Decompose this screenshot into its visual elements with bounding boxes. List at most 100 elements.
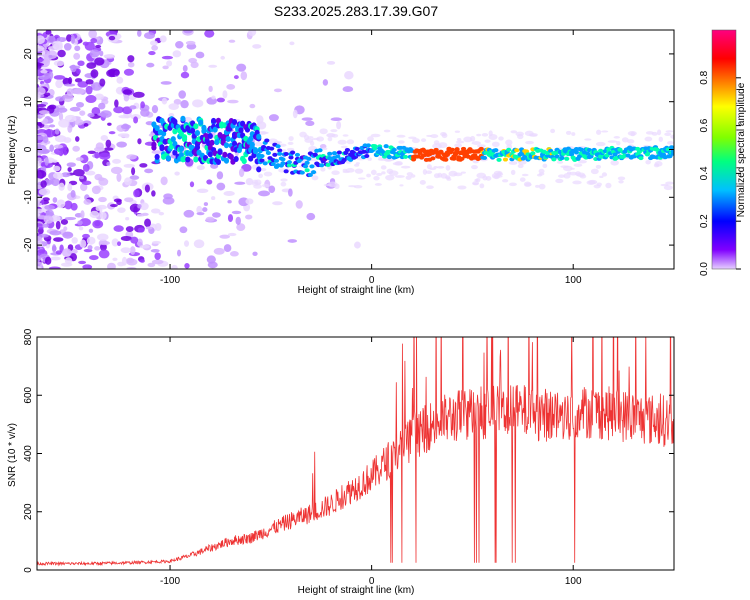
heatmap-cell bbox=[72, 145, 80, 152]
heatmap-cell bbox=[90, 82, 103, 91]
x-tick-label: 0 bbox=[369, 275, 375, 286]
heatmap-cell bbox=[272, 201, 283, 206]
heatmap-cell bbox=[78, 226, 84, 231]
heatmap-cell bbox=[223, 190, 235, 196]
heatmap-cell bbox=[411, 137, 420, 144]
heatmap-cell bbox=[617, 176, 626, 181]
heatmap-cell bbox=[627, 130, 637, 136]
heatmap-cell bbox=[595, 164, 602, 169]
heatmap-cell bbox=[235, 216, 242, 225]
heatmap-cell bbox=[38, 226, 44, 230]
heatmap-cell bbox=[572, 180, 582, 185]
heatmap-cell bbox=[196, 188, 209, 193]
colorbar-ticks: 0.0 0.2 0.4 0.6 0.8 bbox=[699, 70, 741, 276]
heatmap-cell bbox=[258, 173, 264, 179]
heatmap-cell bbox=[48, 54, 53, 58]
heatmap-cell bbox=[252, 251, 258, 256]
heatmap-cell bbox=[344, 71, 354, 80]
heatmap-cell bbox=[120, 235, 133, 241]
heatmap-cell bbox=[37, 212, 41, 217]
heatmap-cell bbox=[658, 136, 664, 142]
heatmap-cell bbox=[178, 130, 184, 137]
heatmap-cell bbox=[519, 177, 526, 182]
heatmap-cell bbox=[52, 172, 63, 180]
heatmap-cell bbox=[151, 144, 157, 151]
heatmap-cell bbox=[370, 133, 381, 138]
heatmap-cell bbox=[270, 162, 276, 167]
heatmap-cell bbox=[471, 141, 482, 145]
heatmap-cell bbox=[588, 154, 594, 159]
heatmap-cell bbox=[563, 173, 571, 179]
heatmap-cell bbox=[645, 131, 654, 135]
heatmap-cell bbox=[392, 162, 403, 166]
heatmap-cell bbox=[211, 95, 216, 100]
heatmap-cell bbox=[601, 130, 609, 133]
heatmap-cell bbox=[542, 163, 548, 169]
heatmap-cell bbox=[222, 90, 228, 99]
heatmap-cell bbox=[124, 197, 134, 203]
heatmap-cell bbox=[287, 188, 293, 197]
heatmap-cell bbox=[95, 205, 101, 211]
snr-xlabel: Height of straight line (km) bbox=[298, 585, 415, 596]
heatmap-cell bbox=[145, 226, 153, 230]
heatmap-cell bbox=[97, 233, 109, 241]
heatmap-cell bbox=[241, 158, 247, 165]
heatmap-cell bbox=[151, 45, 159, 51]
heatmap-cell bbox=[578, 147, 584, 152]
heatmap-cell bbox=[80, 183, 88, 192]
heatmap-cell bbox=[446, 177, 452, 181]
heatmap-cell bbox=[227, 214, 234, 223]
heatmap-cell bbox=[657, 129, 662, 136]
heatmap-cell bbox=[524, 182, 532, 187]
heatmap-cell bbox=[188, 57, 198, 64]
heatmap-cell bbox=[664, 132, 672, 137]
heatmap-cell bbox=[193, 123, 199, 130]
y-tick-label: 10 bbox=[23, 96, 34, 108]
heatmap-cell bbox=[510, 130, 518, 134]
snr-ylabel: SNR (10 * v/v) bbox=[7, 423, 18, 487]
heatmap-cell bbox=[341, 158, 347, 163]
heatmap-cell bbox=[37, 35, 46, 45]
heatmap-cell bbox=[70, 190, 76, 198]
heatmap-cell bbox=[67, 124, 73, 133]
heatmap-cell bbox=[256, 133, 262, 140]
heatmap-cell bbox=[306, 212, 316, 221]
heatmap-cell bbox=[66, 162, 76, 168]
heatmap-cell bbox=[37, 122, 43, 127]
heatmap-cell bbox=[262, 161, 268, 166]
heatmap-cell bbox=[322, 147, 328, 151]
heatmap-cell bbox=[151, 190, 156, 197]
heatmap-cell bbox=[52, 197, 58, 203]
heatmap-cell bbox=[122, 89, 133, 95]
heatmap-cell bbox=[286, 163, 292, 168]
heatmap-cell bbox=[53, 144, 64, 149]
heatmap-cell bbox=[208, 64, 218, 68]
heatmap-cell bbox=[268, 114, 279, 122]
heatmap-cell bbox=[123, 68, 134, 76]
heatmap-cell bbox=[127, 61, 135, 68]
heatmap-cell bbox=[510, 169, 516, 175]
heatmap-cell bbox=[238, 127, 244, 134]
heatmap-cell bbox=[288, 136, 294, 141]
heatmap-cell bbox=[456, 138, 462, 142]
heatmap-cell bbox=[78, 260, 87, 265]
heatmap-cell bbox=[273, 158, 280, 163]
heatmap-cell bbox=[45, 30, 52, 35]
heatmap-cell bbox=[525, 140, 534, 145]
heatmap-cell bbox=[348, 185, 357, 188]
heatmap-cell bbox=[374, 183, 382, 186]
heatmap-cell bbox=[210, 163, 219, 169]
heatmap-cell bbox=[56, 199, 66, 209]
heatmap-cell bbox=[38, 110, 50, 115]
heatmap-cell bbox=[89, 255, 99, 261]
heatmap-cell bbox=[82, 233, 90, 239]
heatmap-cell bbox=[117, 241, 122, 246]
heatmap-cell bbox=[53, 75, 66, 80]
heatmap-cell bbox=[577, 160, 587, 164]
heatmap-cell bbox=[140, 108, 150, 117]
heatmap-cell bbox=[304, 160, 310, 165]
heatmap-cell bbox=[342, 170, 350, 174]
heatmap-cell bbox=[123, 94, 130, 102]
heatmap-cell bbox=[599, 175, 604, 179]
